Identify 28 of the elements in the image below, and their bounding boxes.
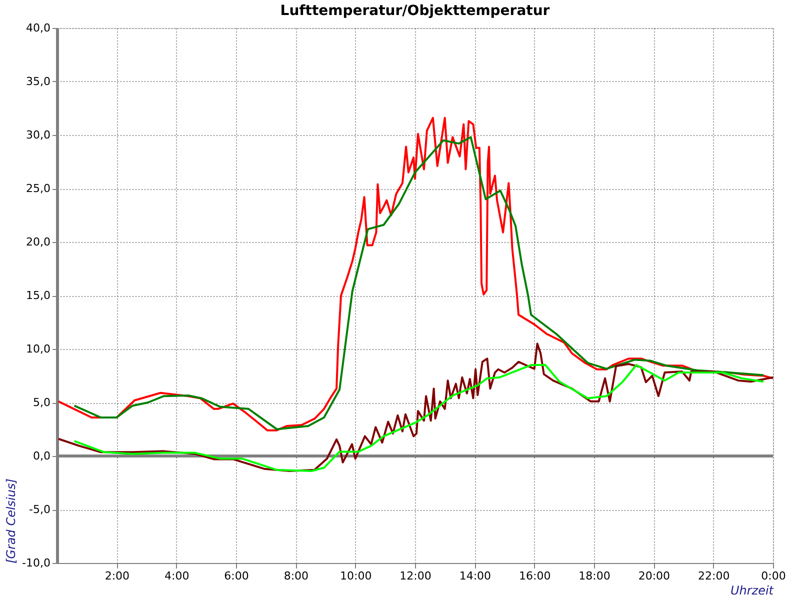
x-tick-label: 22:00 <box>698 570 730 582</box>
y-tick-label: 5,0 <box>33 396 50 409</box>
x-tick-label: 18:00 <box>578 570 610 582</box>
x-tick-label: 12:00 <box>400 570 432 582</box>
y-tick-label: 15,0 <box>26 289 50 302</box>
y-tick-label: 20,0 <box>26 236 50 248</box>
x-tick-label: 4:00 <box>164 570 190 582</box>
chart-title: Lufttemperatur/Objekttemperatur <box>280 3 550 19</box>
x-tick-label: 16:00 <box>518 570 551 582</box>
x-axis-title: Uhrzeit <box>730 584 775 598</box>
x-tick-label: 20:00 <box>638 570 670 582</box>
line-series <box>73 364 764 472</box>
x-tick-label: 6:00 <box>224 570 249 582</box>
x-tick-label: 0:00 <box>761 570 786 582</box>
y-tick-label: 10,0 <box>26 342 50 356</box>
x-tick-label: 14:00 <box>459 570 492 582</box>
y-tick-label: 25,0 <box>26 182 50 195</box>
y-tick-label: 0,0 <box>33 450 50 462</box>
line-series <box>57 342 774 472</box>
x-tick-label: 2:00 <box>104 570 130 582</box>
y-tick-label: 35,0 <box>26 75 50 88</box>
y-tick-label: 40,0 <box>26 22 50 34</box>
x-tick-label: 8:00 <box>284 570 309 582</box>
y-tick-label: -10,0 <box>22 556 50 570</box>
y-axis-title: [Grad Celsius] <box>4 478 18 564</box>
y-tick-label: 30,0 <box>26 128 50 142</box>
y-tick-label: -5,0 <box>29 503 50 516</box>
x-tick-label: 10:00 <box>340 570 372 582</box>
